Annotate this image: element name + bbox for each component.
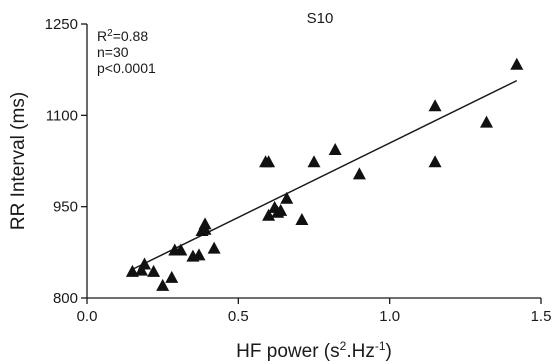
data-point (510, 57, 524, 70)
data-point (480, 115, 494, 128)
x-tick-label: 1.5 (531, 308, 552, 325)
y-tick-label: 1250 (45, 16, 78, 33)
data-point (134, 263, 148, 276)
data-points (125, 57, 524, 291)
data-point (174, 243, 188, 256)
chart-title: S10 (307, 10, 334, 27)
x-tick-label: 0.0 (77, 308, 98, 325)
x-tick-label: 0.5 (228, 308, 249, 325)
data-point (280, 191, 294, 204)
y-axis-label: RR Interval (ms) (8, 92, 29, 230)
x-ticks: 0.0 0.5 1.0 1.5 (77, 298, 552, 325)
r-squared-annotation: R2=0.88 (97, 28, 148, 45)
data-point (262, 208, 276, 221)
data-point (138, 257, 152, 270)
x-tick-label: 1.0 (379, 308, 400, 325)
y-ticks: 800 950 1100 1250 (45, 16, 87, 307)
regression-line (132, 79, 518, 271)
data-point (125, 264, 139, 277)
y-tick-label: 800 (53, 290, 78, 307)
x-axis-label: HF power (s2.Hz-1) (236, 339, 392, 362)
data-point (192, 248, 206, 261)
y-tick-label: 950 (53, 199, 78, 216)
data-point (156, 278, 170, 291)
data-point (207, 241, 221, 254)
data-point (165, 270, 179, 283)
n-annotation: n=30 (97, 44, 129, 60)
y-tick-label: 1100 (46, 107, 78, 124)
p-value-annotation: p<0.0001 (97, 60, 156, 76)
data-point (147, 264, 161, 277)
data-point (352, 167, 366, 180)
data-point (328, 143, 342, 156)
data-point (262, 155, 276, 168)
data-point (428, 155, 442, 168)
data-point (307, 155, 321, 168)
data-point (198, 222, 212, 235)
data-point (428, 99, 442, 112)
data-point (295, 213, 309, 226)
data-point (274, 203, 288, 216)
